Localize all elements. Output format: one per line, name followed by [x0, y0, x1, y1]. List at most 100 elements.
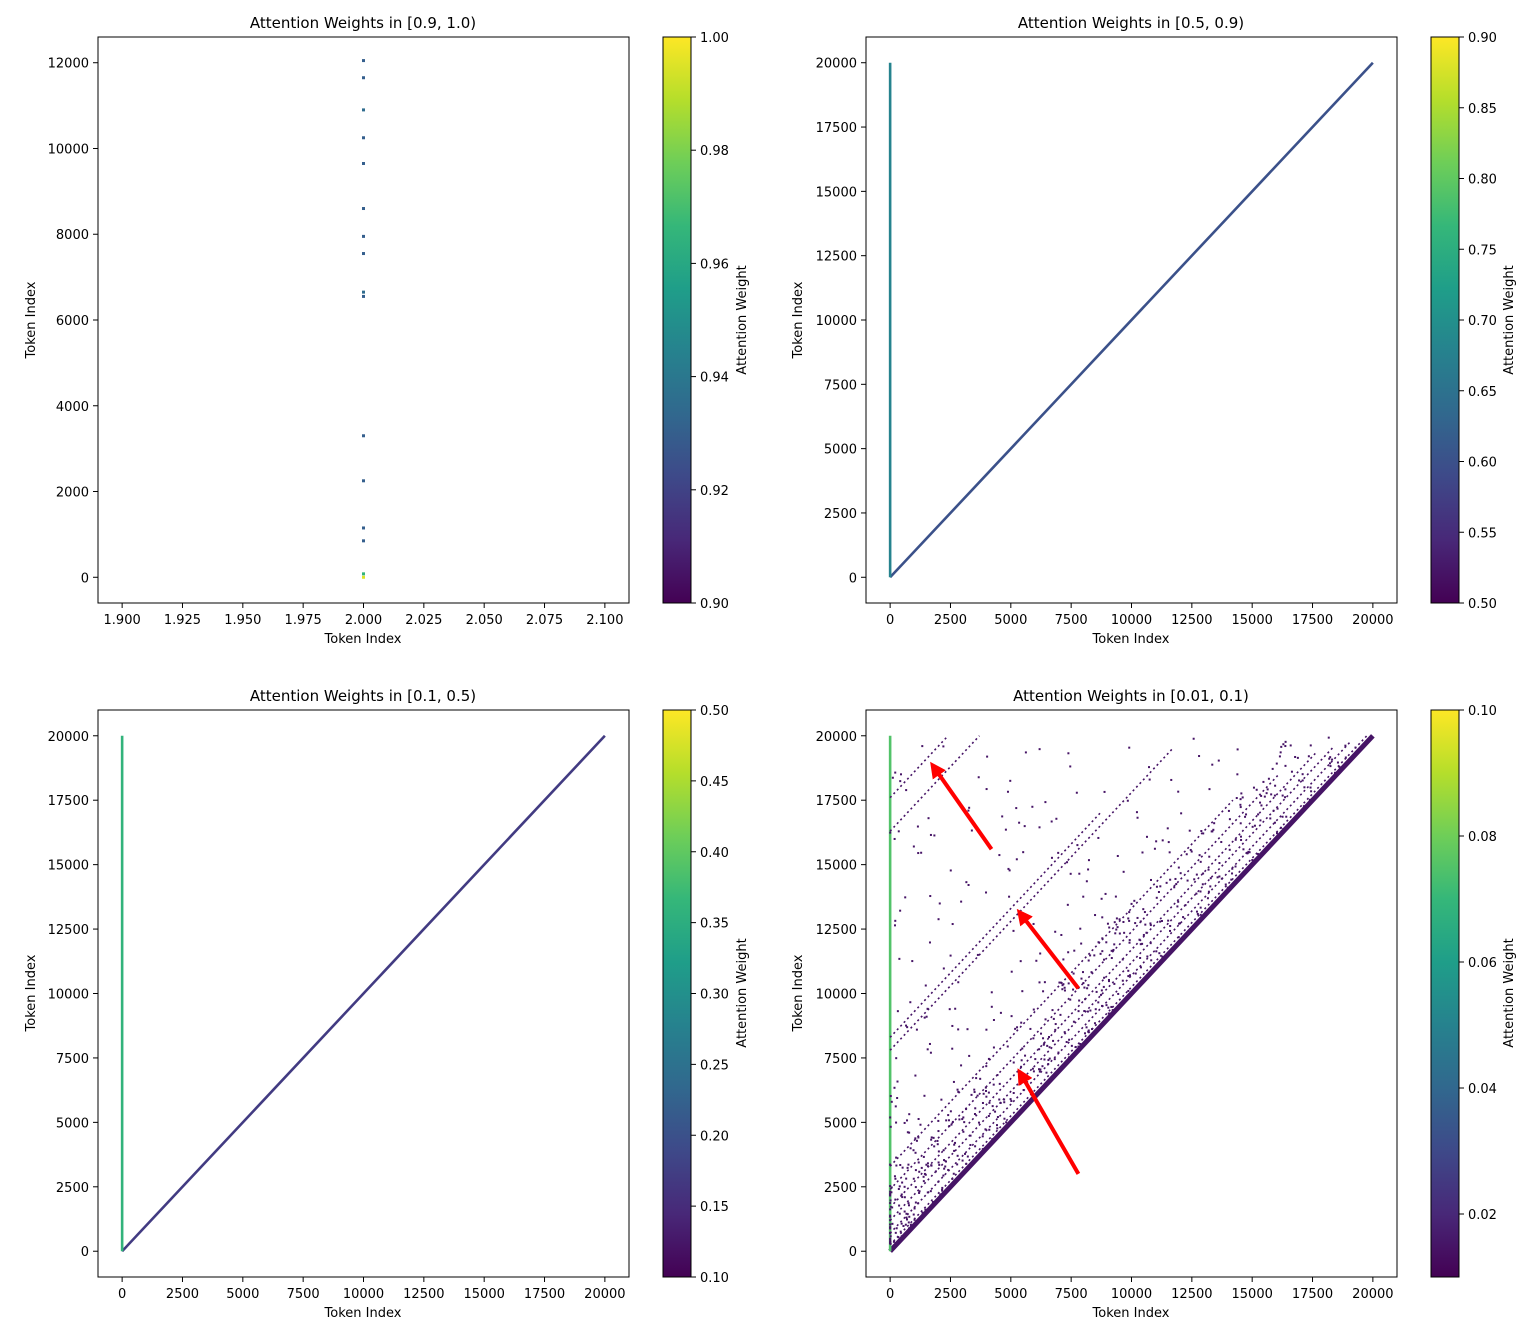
subplot-2-xtick-label: 10000: [1111, 613, 1152, 628]
subplot-1-ytick-label: 2000: [56, 486, 89, 501]
subplot-4-point: [1303, 786, 1306, 789]
subplot-4-point: [1086, 1010, 1089, 1013]
subplot-4-point: [1020, 1021, 1023, 1024]
subplot-3-ytick-label: 7500: [56, 1052, 89, 1067]
subplot-4-point: [1228, 848, 1231, 851]
subplot-4-point: [965, 1162, 968, 1165]
subplot-4-point: [1006, 1045, 1009, 1048]
subplot-4-point: [1185, 853, 1188, 856]
subplot-4-point: [891, 1206, 894, 1209]
subplot-4-point: [1333, 771, 1336, 774]
subplot-4-point: [1218, 862, 1221, 865]
subplot-4-point: [1039, 1068, 1042, 1071]
subplot-4-point: [1067, 752, 1070, 755]
subplot-4-point: [987, 1114, 990, 1117]
subplot-4-point: [1094, 1008, 1097, 1011]
subplot-4-point: [889, 1227, 892, 1230]
subplot-4-annotation-arrow: [1016, 908, 1080, 990]
subplot-4-point: [1122, 870, 1125, 873]
subplot-4-point: [1136, 816, 1139, 819]
subplot-4-point: [1310, 790, 1313, 793]
subplot-4-point: [918, 1170, 921, 1173]
subplot-4-point: [1084, 998, 1087, 1001]
subplot-3-ytick-label: 12500: [48, 923, 89, 938]
subplot-4-point: [1054, 930, 1057, 933]
subplot-4-point: [1087, 859, 1090, 862]
subplot-2-xtick-label: 5000: [994, 613, 1027, 628]
subplot-4-point: [1155, 896, 1158, 899]
subplot-3-xtick-label: 2500: [166, 1287, 199, 1302]
subplot-4-point: [1271, 767, 1274, 770]
subplot-4-point: [1094, 914, 1097, 917]
subplot-4-point: [1301, 779, 1304, 782]
subplot-4-point: [1202, 832, 1205, 835]
subplot-2-colorbar-tick-label: 0.75: [1468, 243, 1497, 258]
subplot-4-point: [890, 1191, 893, 1194]
subplot-1-ytick-label: 10000: [48, 142, 89, 157]
subplot-4-point: [1072, 1020, 1075, 1023]
subplot-4-point: [1070, 1044, 1073, 1047]
subplot-4-point: [999, 1011, 1002, 1014]
subplot-4-point: [924, 1208, 927, 1211]
subplot-4-point: [1127, 989, 1130, 992]
subplot-4-point: [1104, 892, 1107, 895]
subplot-4-point: [988, 1101, 991, 1104]
subplot-4-point: [1184, 904, 1187, 907]
subplot-4-point: [889, 1116, 892, 1119]
subplot-4-point: [962, 1130, 965, 1133]
subplot-4-point: [1085, 880, 1088, 883]
subplot-4-point: [941, 1186, 944, 1189]
subplot-4-point: [1275, 762, 1278, 765]
subplot-4-point: [1118, 932, 1121, 935]
subplot-4-point: [1244, 815, 1247, 818]
subplot-4-point: [966, 1155, 969, 1158]
subplot-4-xtick-label: 15000: [1232, 1287, 1273, 1302]
subplot-4-point: [1275, 832, 1278, 835]
subplot-4-point: [889, 1199, 892, 1202]
subplot-4-point: [893, 1086, 896, 1089]
subplot-4-point: [1231, 867, 1234, 870]
subplot-4-point: [926, 1191, 929, 1194]
subplot-4-ytick-label: 17500: [816, 794, 857, 809]
subplot-3-colorbar-tick-label: 0.30: [700, 988, 729, 1003]
subplot-4-point: [991, 1105, 994, 1108]
subplot-4-annotation-arrow: [930, 761, 994, 851]
subplot-3-colorbar-tick-label: 0.35: [700, 917, 729, 932]
subplot-4-point: [1063, 986, 1066, 989]
subplot-4-point: [903, 1185, 906, 1188]
subplot-4-point: [1260, 794, 1263, 797]
subplot-3-colorbar-tick-label: 0.25: [700, 1058, 729, 1073]
subplot-4-point: [944, 1160, 947, 1163]
subplot-4-point: [1067, 1056, 1070, 1059]
subplot-4-point: [1155, 840, 1158, 843]
subplot-4-point: [1170, 778, 1173, 781]
subplot-4-point: [958, 1118, 961, 1121]
subplot-4-point: [1344, 756, 1347, 759]
subplot-4-point: [943, 1159, 946, 1162]
subplot-4-point: [1273, 794, 1276, 797]
subplot-4-point: [1246, 851, 1249, 854]
subplot-4-point: [1196, 912, 1199, 915]
subplot-4-point: [1179, 872, 1182, 875]
subplot-4-point: [907, 1163, 910, 1166]
subplot-4-point: [1113, 921, 1116, 924]
subplot-4-point: [1101, 937, 1104, 940]
subplot-4-xtick-label: 7500: [1055, 1287, 1088, 1302]
subplot-4-point: [929, 1190, 932, 1193]
subplot-4-point: [1083, 986, 1086, 989]
subplot-2-xtick-label: 2500: [934, 613, 967, 628]
subplot-4-point: [924, 984, 927, 987]
subplot-4-point: [1087, 984, 1090, 987]
subplot-4-point: [987, 1057, 990, 1060]
subplot-4-point: [952, 1080, 955, 1083]
subplot-4-point: [890, 1100, 893, 1103]
subplot-4-point: [1289, 744, 1292, 747]
subplot-4-point: [977, 1121, 980, 1124]
subplot-4-point: [1241, 796, 1244, 799]
subplot-4-point: [1021, 1107, 1024, 1110]
subplot-4-point: [914, 1137, 917, 1140]
subplot-1-colorbar-tick-label: 0.92: [700, 484, 729, 499]
subplot-4-point: [897, 1188, 900, 1191]
subplot-2-ytick-label: 5000: [824, 443, 857, 458]
subplot-4: Attention Weights in [0.01, 0.1) 0 2500 50…: [791, 687, 1517, 1321]
